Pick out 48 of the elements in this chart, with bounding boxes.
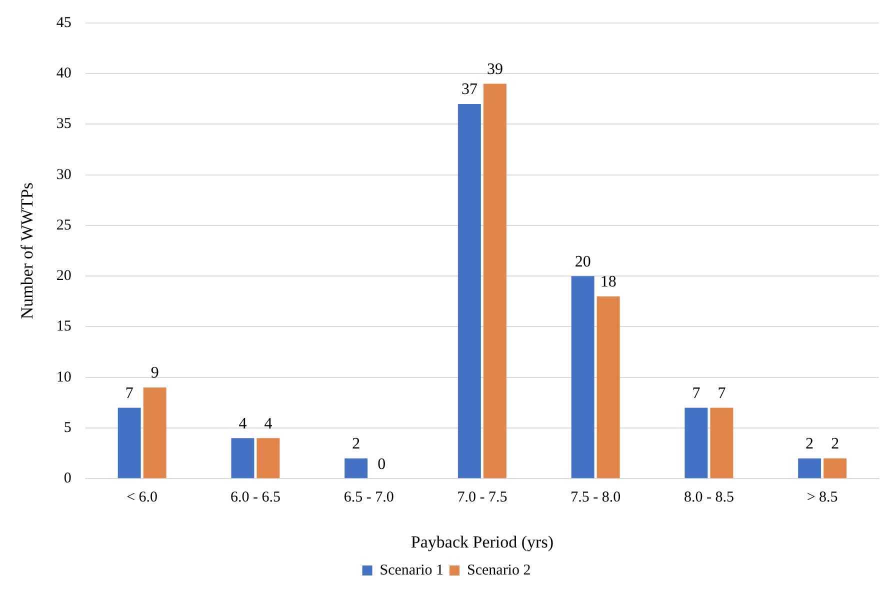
data-label: 2 [352, 436, 360, 453]
bar [710, 408, 734, 478]
data-label: 39 [486, 60, 503, 78]
data-label: 9 [150, 364, 159, 382]
x-tick-label: 7.0 - 7.5 [457, 490, 508, 506]
x-tick-label: 8.0 - 8.5 [684, 490, 734, 506]
x-tick-label: > 8.5 [806, 490, 838, 506]
bar [571, 276, 594, 478]
legend-label: Scenario 1 [380, 562, 444, 578]
bar [798, 458, 822, 478]
data-label: 2 [806, 436, 814, 453]
data-label: 7 [692, 384, 700, 402]
data-label: 7 [125, 384, 134, 402]
bar [143, 387, 166, 478]
bar [483, 84, 506, 478]
bar [596, 296, 620, 478]
y-tick-label: 15 [56, 318, 72, 335]
data-label: 7 [718, 384, 726, 402]
y-tick-label: 40 [56, 66, 72, 82]
y-tick-label: 10 [56, 369, 72, 386]
x-tick-label: 6.5 - 7.0 [344, 490, 394, 506]
bar [458, 104, 481, 478]
bar [118, 408, 141, 478]
y-tick-label: 20 [56, 268, 72, 284]
y-tick-label: 0 [64, 470, 72, 487]
x-tick-label: < 6.0 [126, 490, 158, 506]
bar [231, 438, 254, 478]
x-tick-label: 7.5 - 8.0 [570, 490, 621, 506]
x-tick-label: 6.0 - 6.5 [230, 490, 280, 506]
bar [684, 408, 708, 478]
data-label: 4 [264, 415, 272, 432]
y-tick-label: 30 [56, 166, 72, 183]
data-label: 4 [238, 415, 247, 432]
legend-label: Scenario 2 [467, 562, 531, 578]
bar [824, 458, 847, 478]
data-label: 20 [574, 253, 591, 270]
bar [256, 438, 280, 478]
y-tick-label: 25 [56, 217, 72, 234]
data-label: 18 [600, 274, 616, 291]
bar [344, 458, 368, 478]
y-tick-label: 45 [56, 14, 72, 31]
y-tick-label: 5 [64, 420, 72, 436]
x-axis-title: Payback Period (yrs) [410, 532, 554, 552]
data-label: 37 [461, 81, 478, 98]
y-axis-title: Number of WWTPs [18, 182, 37, 320]
data-label: 0 [378, 456, 386, 473]
data-label: 2 [831, 436, 840, 453]
y-tick-label: 35 [56, 116, 72, 132]
